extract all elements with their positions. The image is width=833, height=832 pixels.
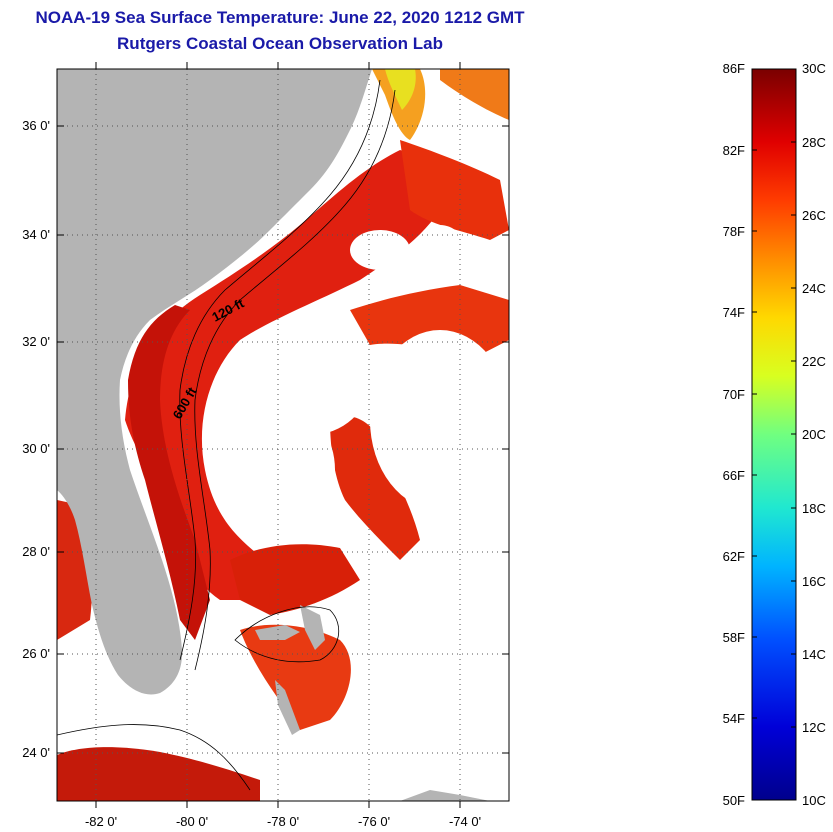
lat-label: 34 0' <box>22 227 50 242</box>
lat-label: 32 0' <box>22 334 50 349</box>
colorbar-f-label: 66F <box>723 468 745 483</box>
lon-label: -74 0' <box>449 814 481 829</box>
florida-current <box>128 305 210 640</box>
lon-label: -80 0' <box>176 814 208 829</box>
bahamas-island <box>300 605 325 650</box>
colorbar-f-label: 86F <box>723 61 745 76</box>
bahamas-island <box>255 625 300 640</box>
lat-label: 36 0' <box>22 118 50 133</box>
warm-patch-south <box>230 544 360 615</box>
colorbar-c-label: 26C <box>802 208 826 223</box>
colorbar-c-label: 24C <box>802 281 826 296</box>
lat-label: 28 0' <box>22 544 50 559</box>
lon-label: -82 0' <box>85 814 117 829</box>
cuba-edge <box>400 790 490 801</box>
cloud-mask <box>415 225 465 275</box>
keys-warm-water <box>57 747 260 801</box>
colorbar-c-label: 20C <box>802 427 826 442</box>
cloud-mask <box>250 325 370 435</box>
colorbar-c-label: 12C <box>802 720 826 735</box>
colorbar-c-label: 18C <box>802 501 826 516</box>
colorbar-c-label: 16C <box>802 574 826 589</box>
bahamas-island <box>275 680 300 735</box>
colorbar-f-label: 54F <box>723 711 745 726</box>
colorbar-c-label: 10C <box>802 793 826 808</box>
colorbar-f-label: 78F <box>723 224 745 239</box>
colorbar-c-label: 22C <box>802 354 826 369</box>
warm-patch-southeast <box>330 416 420 560</box>
chart-subtitle: Rutgers Coastal Ocean Observation Lab <box>117 34 443 53</box>
cloud-mask <box>245 410 335 530</box>
colorbar-c-label: 14C <box>802 647 826 662</box>
chart-title: NOAA-19 Sea Surface Temperature: June 22… <box>35 8 525 27</box>
contour-120ft <box>179 79 381 661</box>
colorbar-f-label: 58F <box>723 630 745 645</box>
colorbar-f-label: 62F <box>723 549 745 564</box>
map-ticks <box>57 62 509 808</box>
colorbar-f-label: 70F <box>723 387 745 402</box>
contour-keys <box>57 724 251 791</box>
colorbar-c-label: 30C <box>802 61 826 76</box>
contour-600ft <box>194 89 396 671</box>
lon-label: -78 0' <box>267 814 299 829</box>
lat-label: 26 0' <box>22 646 50 661</box>
cool-water-yellow <box>385 69 416 110</box>
warm-patch-northeast <box>400 140 509 240</box>
cloud-mask <box>350 230 410 270</box>
colorbar-f-label: 82F <box>723 143 745 158</box>
bahamas-water <box>240 624 351 730</box>
contour-bahamas <box>234 606 339 663</box>
lat-label: 30 0' <box>22 441 50 456</box>
lon-label: -76 0' <box>358 814 390 829</box>
colorbar-f-label: 74F <box>723 305 745 320</box>
cloud-mask <box>420 460 509 700</box>
land-mass <box>57 69 372 695</box>
graticule <box>57 69 509 801</box>
colorbar-ticks <box>752 141 796 728</box>
colorbar-gradient <box>751 68 797 801</box>
colorbar-c-label: 28C <box>802 135 826 150</box>
lat-label: 24 0' <box>22 745 50 760</box>
colorbar-f-label: 50F <box>723 793 745 808</box>
cool-water-ne <box>440 69 509 120</box>
map-frame <box>56 68 510 802</box>
